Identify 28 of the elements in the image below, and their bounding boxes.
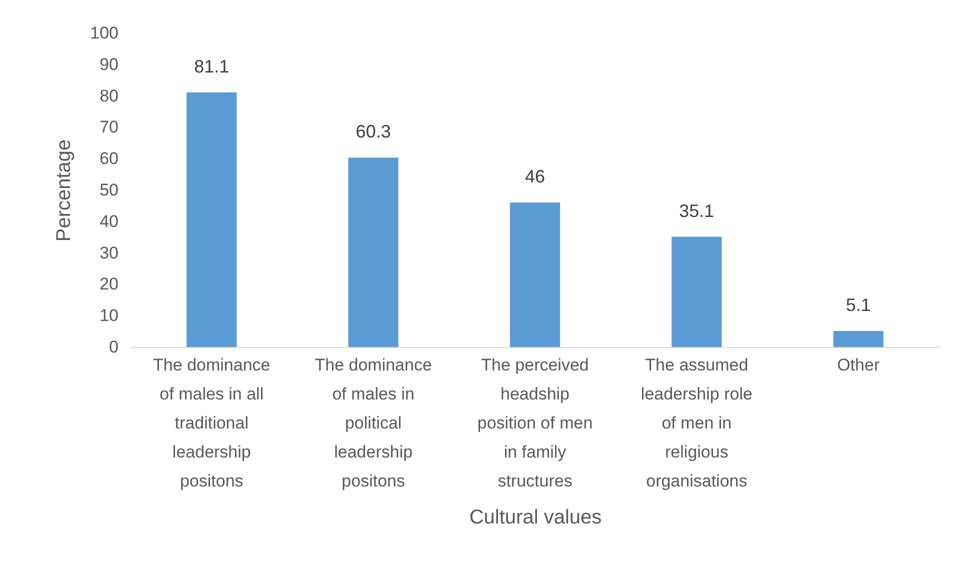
y-tick-label: 60 <box>100 149 118 168</box>
data-label: 60.3 <box>356 122 391 142</box>
x-tick-label: The dominance of males in political leadership positons <box>314 356 432 490</box>
data-label: 35.1 <box>679 200 714 221</box>
bar <box>348 158 398 347</box>
x-tick-label: Other <box>837 356 880 374</box>
x-tick-label: The dominance of males in all traditional leadership positons <box>153 356 270 490</box>
y-tick-label: 0 <box>109 338 118 356</box>
y-tick-label: 40 <box>100 212 118 231</box>
bar <box>833 330 884 347</box>
x-tick-label: The assumed leadership role of men in religious organisations <box>640 356 752 490</box>
y-tick-label: 90 <box>100 54 118 74</box>
y-tick-label: 80 <box>100 86 118 106</box>
bar <box>510 202 560 347</box>
y-tick-label: 70 <box>100 118 118 137</box>
bar <box>186 92 237 347</box>
x-tick-label: The perceived headship position of men in family structures <box>477 356 593 490</box>
y-tick-label: 30 <box>100 243 118 262</box>
y-tick-label: 10 <box>100 306 118 326</box>
y-axis-title: Percentage <box>53 139 76 242</box>
data-label: 81.1 <box>194 56 230 76</box>
bar <box>672 236 722 347</box>
y-tick-label: 20 <box>100 274 118 294</box>
data-label: 46 <box>524 166 546 187</box>
y-tick-label: 50 <box>100 180 118 200</box>
x-axis-title: Cultural values <box>469 506 602 528</box>
y-tick-label: 100 <box>90 24 118 42</box>
data-label: 5.1 <box>846 294 871 315</box>
